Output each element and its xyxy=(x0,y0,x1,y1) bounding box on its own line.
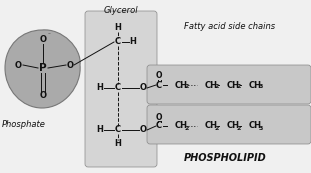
Text: CH: CH xyxy=(249,80,262,89)
Text: O: O xyxy=(67,61,73,70)
Text: Fatty acid side chains: Fatty acid side chains xyxy=(184,22,276,31)
Text: 2: 2 xyxy=(185,125,189,130)
Text: C: C xyxy=(156,121,162,130)
Text: CH: CH xyxy=(205,80,218,89)
FancyBboxPatch shape xyxy=(147,65,311,104)
Text: O: O xyxy=(140,84,146,93)
Text: CH: CH xyxy=(227,121,240,130)
Text: 3: 3 xyxy=(259,84,263,89)
Text: Phosphate: Phosphate xyxy=(2,120,46,129)
Text: H: H xyxy=(114,139,121,148)
FancyBboxPatch shape xyxy=(147,105,311,144)
Text: 2: 2 xyxy=(237,84,241,89)
Text: C: C xyxy=(115,38,121,47)
Text: P: P xyxy=(39,63,47,73)
Text: 2: 2 xyxy=(237,125,241,130)
Text: C: C xyxy=(115,125,121,134)
Text: ⁻: ⁻ xyxy=(48,34,51,39)
Text: CH: CH xyxy=(249,121,262,130)
Text: CH: CH xyxy=(175,121,188,130)
Text: 2: 2 xyxy=(215,84,219,89)
Text: C: C xyxy=(156,80,162,89)
Text: O: O xyxy=(156,71,162,80)
Text: CH: CH xyxy=(227,80,240,89)
PathPatch shape xyxy=(5,30,80,108)
Text: H: H xyxy=(96,84,104,93)
Text: O: O xyxy=(15,61,21,70)
Text: O: O xyxy=(39,92,47,101)
FancyBboxPatch shape xyxy=(85,11,157,167)
Text: O: O xyxy=(140,125,146,134)
Text: CH: CH xyxy=(205,121,218,130)
Text: Glycerol: Glycerol xyxy=(104,6,138,15)
Text: H: H xyxy=(130,38,137,47)
Text: 3: 3 xyxy=(259,125,263,130)
Text: 2: 2 xyxy=(185,84,189,89)
Text: H: H xyxy=(114,24,121,33)
Text: C: C xyxy=(115,84,121,93)
Text: H: H xyxy=(96,125,104,134)
Text: O: O xyxy=(39,35,47,44)
Text: 2: 2 xyxy=(215,125,219,130)
Text: CH: CH xyxy=(175,80,188,89)
Text: O: O xyxy=(156,112,162,121)
Text: PHOSPHOLIPID: PHOSPHOLIPID xyxy=(183,153,267,163)
